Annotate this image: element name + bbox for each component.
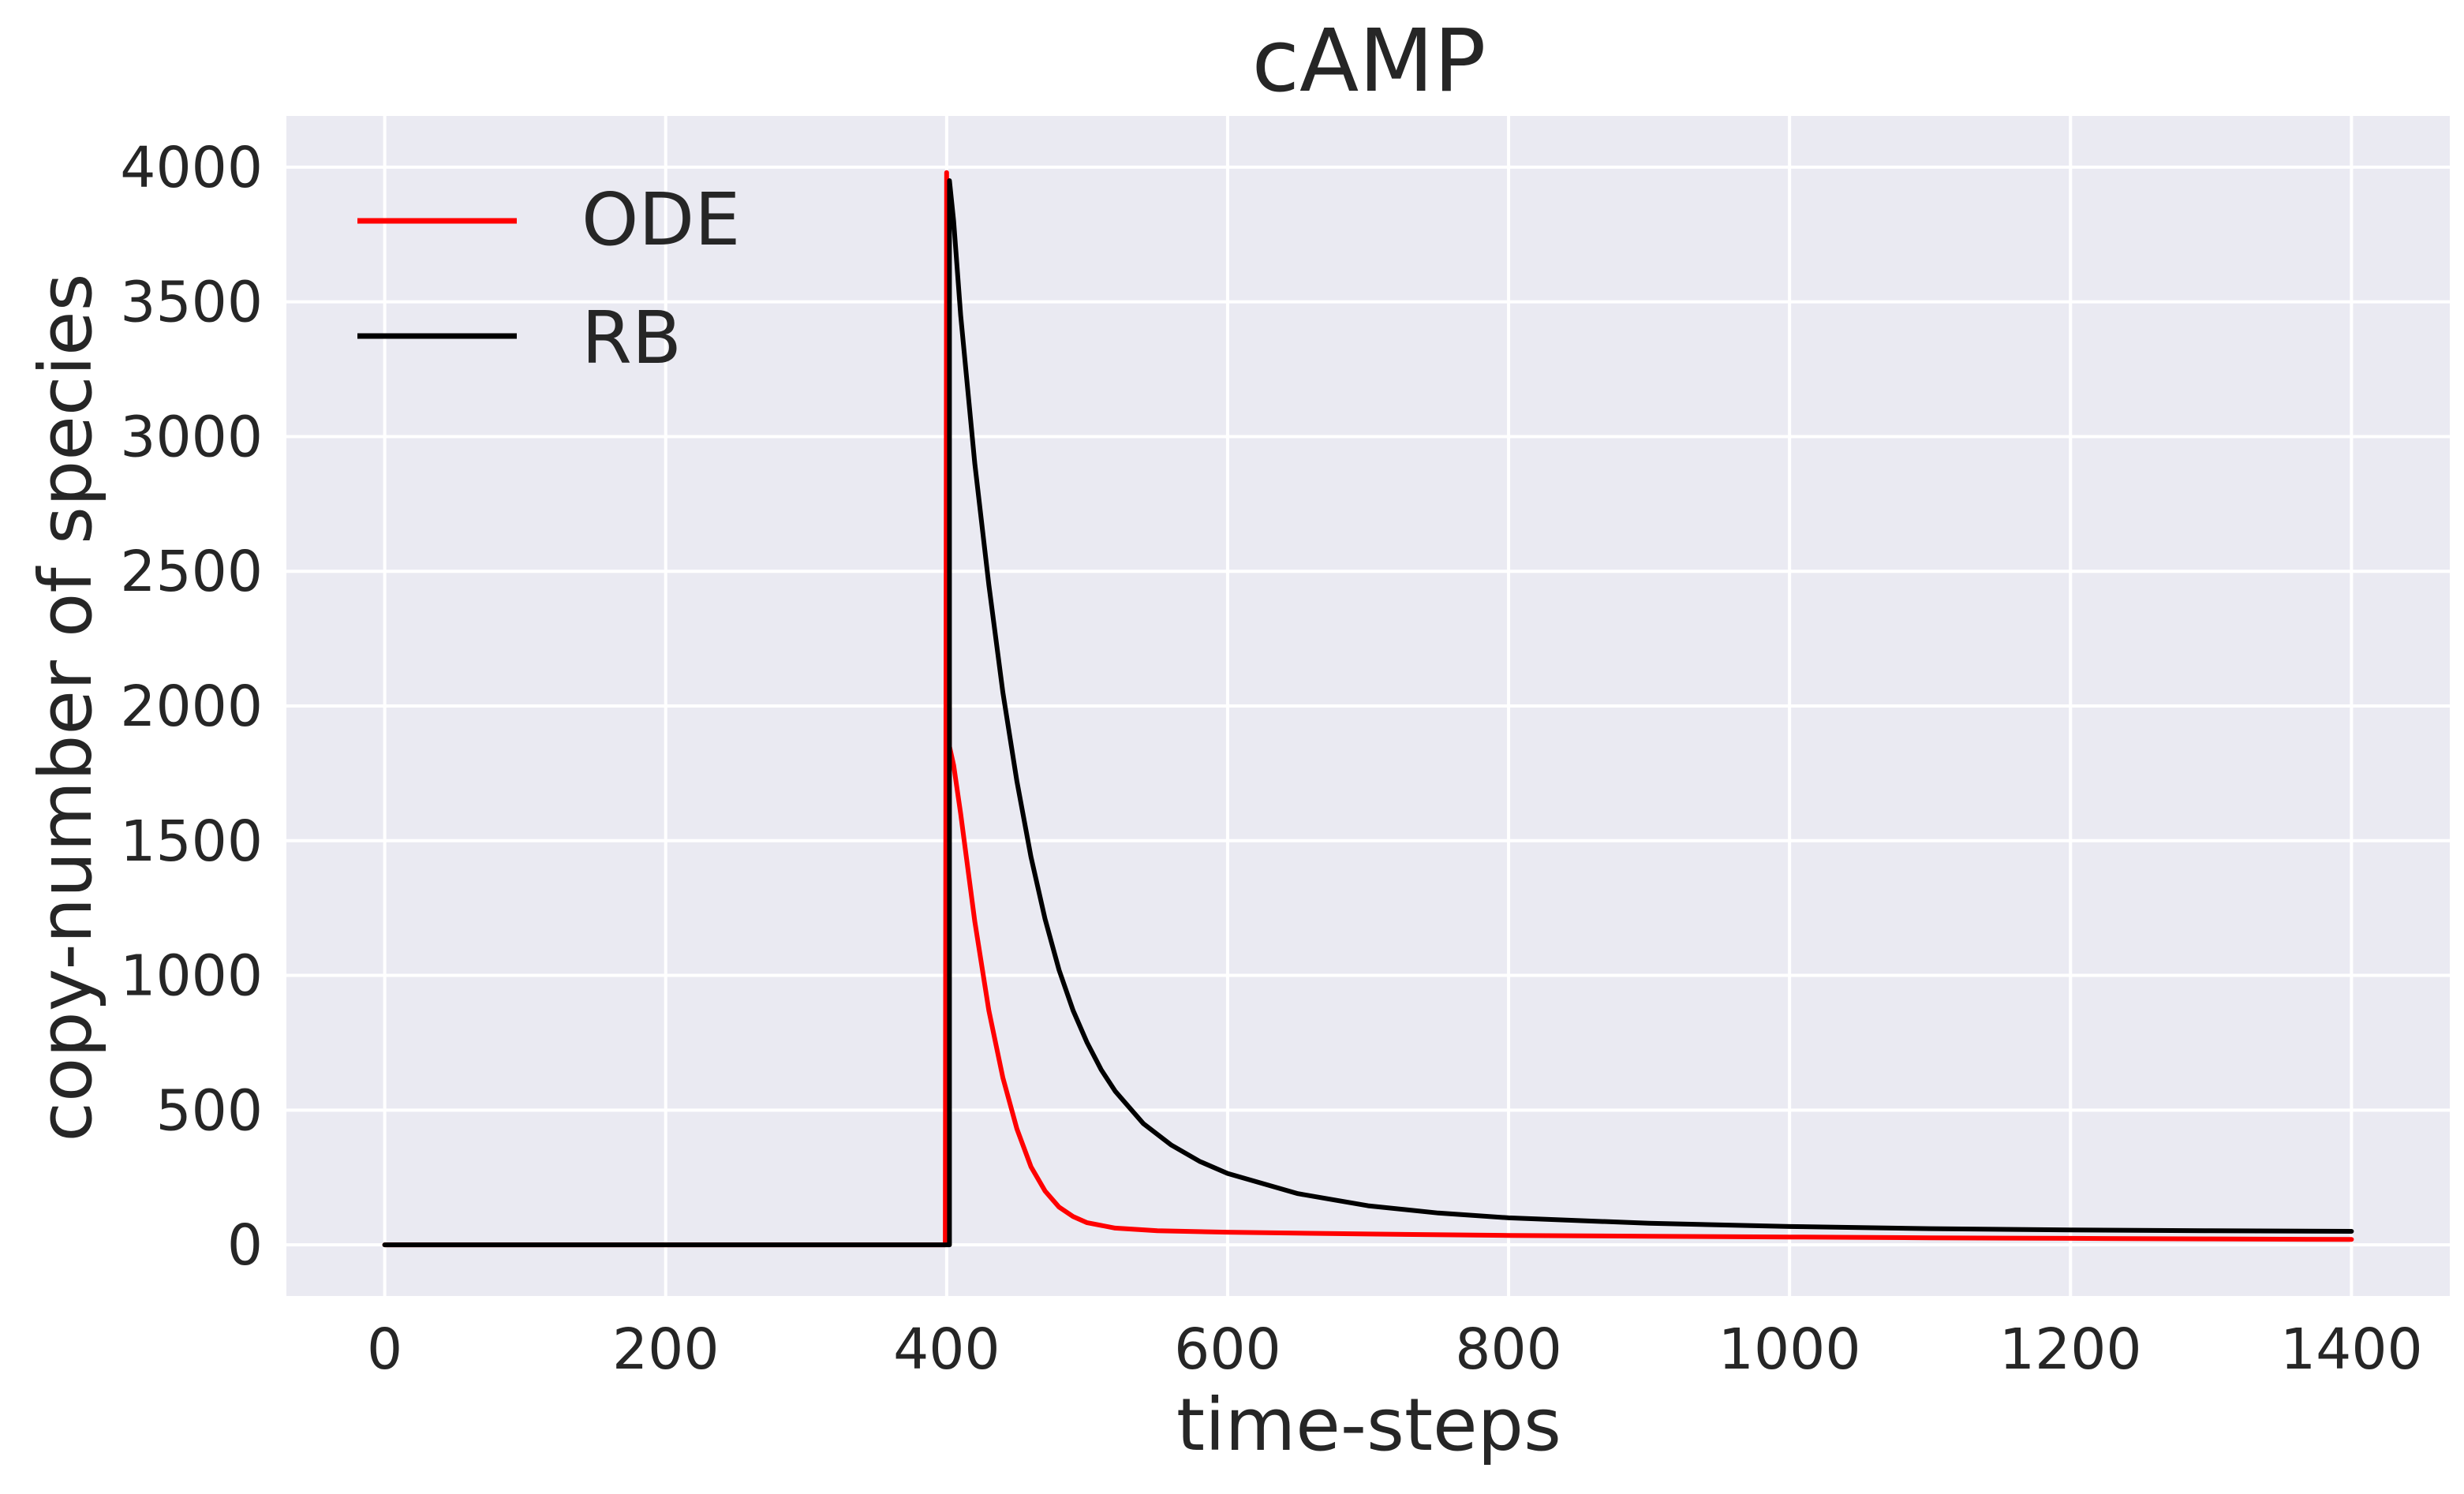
- y-tick-label: 0: [227, 1212, 263, 1278]
- legend-label-ode: ODE: [581, 177, 740, 262]
- x-tick-label: 1200: [1999, 1317, 2142, 1382]
- y-tick-label: 3000: [120, 404, 263, 469]
- y-tick-label: 1000: [120, 943, 263, 1009]
- y-tick-label: 2500: [120, 539, 263, 604]
- y-tick-label: 3500: [120, 270, 263, 335]
- y-tick-label: 500: [155, 1078, 263, 1143]
- y-axis-label: copy-number of species: [24, 273, 108, 1141]
- x-tick-label: 400: [893, 1317, 1000, 1382]
- chart-title: cAMP: [1252, 10, 1486, 111]
- x-tick-label: 600: [1174, 1317, 1281, 1382]
- series-line-rb: [382, 178, 2354, 1248]
- y-tick-label: 2000: [120, 674, 263, 739]
- y-tick-label: 1500: [120, 809, 263, 874]
- legend: ODE RB: [357, 177, 740, 380]
- tick-labels: 0 200 400 600 800 1000 1200 1400 0 500 1000 1500 200…: [120, 135, 2422, 1382]
- x-tick-label: 800: [1455, 1317, 1562, 1382]
- y-tick-label: 4000: [120, 135, 263, 200]
- x-tick-label: 0: [367, 1317, 402, 1382]
- x-tick-label: 1000: [1718, 1317, 1861, 1382]
- series-lines: [382, 170, 2354, 1248]
- x-axis-label: time-steps: [1176, 1383, 1561, 1467]
- x-tick-label: 200: [612, 1317, 720, 1382]
- x-tick-label: 1400: [2280, 1317, 2423, 1382]
- legend-label-rb: RB: [581, 296, 682, 380]
